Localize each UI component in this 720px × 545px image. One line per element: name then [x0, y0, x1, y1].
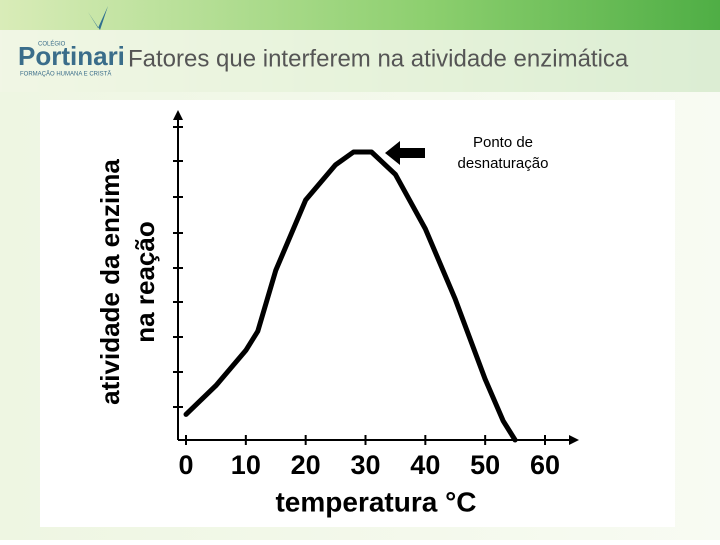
- logo-top: COLÉGIO: [38, 41, 66, 48]
- x-tick-label: 60: [530, 450, 560, 480]
- annotation-arrow: [385, 141, 425, 165]
- x-tick-label: 30: [350, 450, 380, 480]
- y-axis-label: na reação: [130, 221, 160, 342]
- y-arrow: [173, 110, 183, 120]
- annotation: desnaturação: [458, 155, 549, 172]
- logo-sub: FORMAÇÃO HUMANA E CRISTÃ: [20, 71, 111, 78]
- x-axis-label: temperatura °C: [275, 486, 476, 517]
- x-arrow: [569, 435, 579, 445]
- annotation: Ponto de: [473, 134, 533, 151]
- x-tick-label: 20: [291, 450, 321, 480]
- logo-name: Portinari: [18, 41, 125, 71]
- slide-title: Fatores que interferem na atividade enzi…: [128, 45, 629, 72]
- x-tick-label: 40: [410, 450, 440, 480]
- x-tick-label: 50: [470, 450, 500, 480]
- x-tick-label: 0: [178, 450, 193, 480]
- curve: [183, 149, 518, 443]
- title-band: [0, 30, 720, 92]
- y-axis-label: atividade da enzima: [95, 159, 125, 405]
- chart-panel: [40, 100, 675, 527]
- logo-icon: [88, 6, 108, 30]
- x-tick-label: 10: [231, 450, 261, 480]
